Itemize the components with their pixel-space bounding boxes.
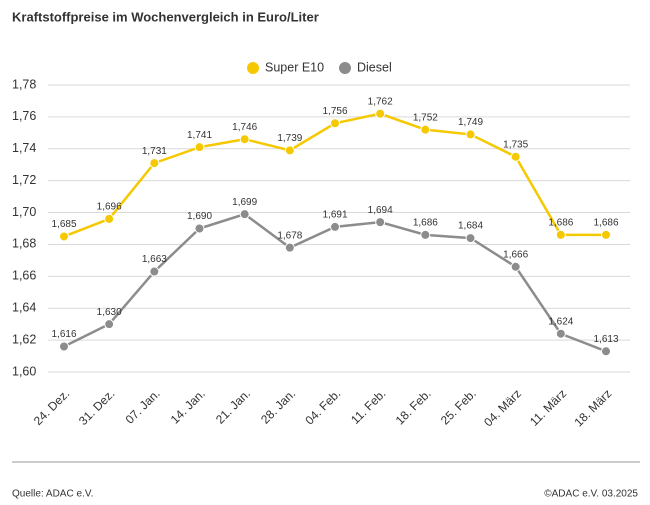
data-label: 1,735 [503,139,528,150]
legend-label: Diesel [357,60,392,74]
data-label: 1,690 [187,211,212,222]
data-label: 1,685 [51,219,76,230]
data-label: 1,762 [368,96,393,107]
data-point [194,142,205,153]
x-tick-label: 11. März [527,386,569,428]
data-label: 1,691 [322,210,347,221]
data-point [284,242,295,253]
data-point [375,217,386,228]
data-point [375,108,386,119]
y-tick-label: 1,60 [12,364,36,378]
data-point [465,129,476,140]
data-point [465,233,476,244]
data-point [149,266,160,277]
x-tick-label: 24. Dez. [31,386,73,428]
legend-marker [247,62,259,74]
data-point [420,124,431,135]
data-label: 1,686 [413,218,438,229]
data-label: 1,684 [458,221,483,232]
data-label: 1,666 [503,249,528,260]
x-tick-label: 21. Jan. [213,386,253,426]
data-point [59,231,69,242]
legend-label: Super E10 [265,60,324,74]
x-tick-label: 28. Jan. [258,386,298,426]
x-tick-label: 04. Feb. [302,386,343,427]
x-tick-label: 25. Feb. [438,386,479,427]
x-tick-label: 18. März [571,386,614,429]
chart-title: Kraftstoffpreise im Wochenvergleich in E… [12,9,319,24]
x-tick-label: 04. März [481,386,524,429]
data-label: 1,749 [458,117,483,128]
data-label: 1,694 [368,205,393,216]
data-point [330,118,340,129]
data-point [149,158,160,169]
x-tick-label: 31. Dez. [76,386,118,428]
data-point [239,134,250,145]
y-tick-label: 1,70 [12,205,36,219]
x-tick-label: 11. Feb. [348,386,388,426]
data-point [555,328,566,339]
data-point [239,209,250,220]
data-label: 1,686 [593,218,618,229]
data-label: 1,696 [97,202,122,213]
data-point [601,229,611,240]
x-tick-label: 14. Jan. [168,386,208,426]
data-point [104,319,115,330]
y-tick-label: 1,72 [12,173,36,187]
series-line [63,212,607,353]
data-point [510,151,521,162]
x-tick-label: 18. Feb. [393,386,434,427]
data-point [601,346,611,357]
y-tick-label: 1,62 [12,332,36,346]
data-label: 1,731 [142,146,167,157]
data-label: 1,741 [187,130,212,141]
data-point [284,145,295,156]
y-tick-label: 1,78 [12,77,36,91]
x-tick-label: 07. Jan. [123,386,163,426]
source-note: Quelle: ADAC e.V. [12,489,93,500]
data-point [194,223,205,234]
legend-marker [339,62,351,74]
data-label: 1,699 [232,197,257,208]
data-label: 1,624 [548,316,573,327]
y-tick-label: 1,68 [12,237,36,251]
data-point [330,221,340,232]
y-tick-label: 1,66 [12,269,36,283]
data-label: 1,756 [322,106,347,117]
y-tick-label: 1,64 [12,301,36,315]
y-tick-label: 1,76 [12,109,36,123]
data-label: 1,746 [232,122,257,133]
data-label: 1,663 [142,254,167,265]
credit-note: ©ADAC e.V. 03.2025 [544,489,638,500]
data-point [420,229,431,240]
data-point [104,213,115,224]
data-label: 1,678 [277,230,302,241]
data-label: 1,616 [51,329,76,340]
data-point [555,229,566,240]
data-point [510,261,521,272]
data-point [59,341,69,352]
data-label: 1,630 [97,307,122,318]
data-label: 1,739 [277,133,302,144]
data-label: 1,686 [548,218,573,229]
data-label: 1,613 [593,334,618,345]
y-tick-label: 1,74 [12,141,36,155]
data-label: 1,752 [413,112,438,123]
